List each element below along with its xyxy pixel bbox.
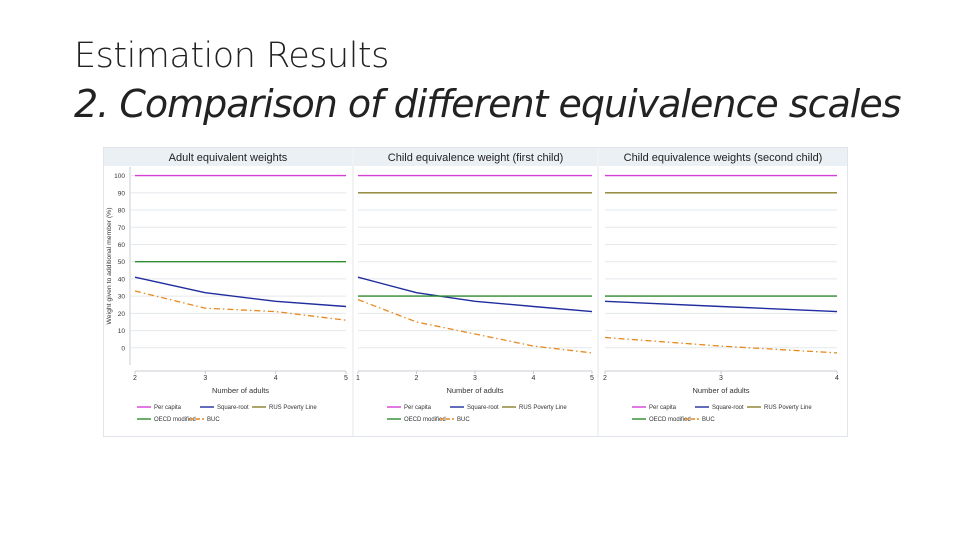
x-tick-label: 2 bbox=[133, 375, 137, 382]
legend-label-per-capita: Per capita bbox=[404, 405, 432, 411]
y-tick-label: 90 bbox=[118, 190, 126, 197]
x-tick-label: 5 bbox=[590, 375, 594, 382]
series-line-square-root bbox=[604, 300, 838, 313]
legend-label-oecd-modified: OECD modified bbox=[154, 417, 196, 423]
series-line-square-root bbox=[357, 276, 593, 313]
x-tick-label: 4 bbox=[532, 375, 536, 382]
x-tick-label: 4 bbox=[835, 375, 839, 382]
panel-title: Adult equivalent weights bbox=[169, 152, 288, 164]
x-tick-label: 2 bbox=[603, 375, 607, 382]
panel-header bbox=[354, 148, 597, 166]
legend-label-buc: BUC bbox=[702, 417, 715, 423]
x-tick-label: 3 bbox=[473, 375, 477, 382]
legend-label-rus-poverty-line: RUS Poverty Line bbox=[269, 405, 317, 411]
legend-label-buc: BUC bbox=[457, 417, 470, 423]
y-tick-label: 20 bbox=[118, 311, 126, 318]
legend: Per capita Square-root RUS Poverty Line OEC… bbox=[387, 405, 567, 423]
y-axis-title: Weight given to additional member (%) bbox=[106, 208, 113, 325]
series-line-buc bbox=[134, 290, 347, 321]
legend-label-rus-poverty-line: RUS Poverty Line bbox=[519, 405, 567, 411]
legend: Per capita Square-root RUS Poverty Line OEC… bbox=[632, 405, 812, 423]
y-tick-label: 50 bbox=[118, 259, 126, 266]
panel-3: Child equivalence weights (second child)… bbox=[597, 148, 847, 436]
x-tick-label: 4 bbox=[274, 375, 278, 382]
y-tick-label: 0 bbox=[121, 345, 125, 352]
legend-label-rus-poverty-line: RUS Poverty Line bbox=[764, 405, 812, 411]
slide-subtitle: 2. Comparison of different equivalence s… bbox=[74, 82, 902, 126]
x-tick-label: 2 bbox=[415, 375, 419, 382]
x-tick-label: 3 bbox=[719, 375, 723, 382]
slide-title: Estimation Results bbox=[74, 36, 389, 76]
series-line-square-root bbox=[134, 276, 347, 308]
legend-label-per-capita: Per capita bbox=[649, 405, 677, 411]
x-axis-title: Number of adults bbox=[692, 386, 749, 395]
panel-title: Child equivalence weights (second child) bbox=[624, 152, 823, 164]
x-tick-label: 5 bbox=[344, 375, 348, 382]
legend-label-square-root: Square-root bbox=[467, 405, 499, 411]
panel-title: Child equivalence weight (first child) bbox=[388, 152, 563, 164]
legend-label-oecd-modified: OECD modified bbox=[649, 417, 691, 423]
y-tick-label: 80 bbox=[118, 208, 126, 215]
panel-header bbox=[104, 148, 352, 166]
legend-label-oecd-modified: OECD modified bbox=[404, 417, 446, 423]
y-tick-label: 60 bbox=[118, 242, 126, 249]
legend-label-square-root: Square-root bbox=[217, 405, 249, 411]
figure-frame bbox=[103, 147, 848, 437]
y-tick-label: 30 bbox=[118, 294, 126, 301]
panel-2: Child equivalence weight (first child) 1 2… bbox=[352, 148, 597, 436]
chart-svg: Adult equivalent weights 0 10 20 30 40 50 60 70 8… bbox=[103, 147, 848, 437]
y-tick-label: 40 bbox=[118, 276, 126, 283]
legend-label-square-root: Square-root bbox=[712, 405, 744, 411]
x-tick-label: 3 bbox=[203, 375, 207, 382]
x-axis-title: Number of adults bbox=[446, 386, 503, 395]
series-line-buc bbox=[604, 336, 838, 354]
y-tick-label: 70 bbox=[118, 225, 126, 232]
y-tick-label: 10 bbox=[118, 328, 126, 335]
panel-header bbox=[599, 148, 847, 166]
equivalence-scales-figure: Adult equivalent weights 0 10 20 30 40 50 60 70 8… bbox=[103, 147, 848, 437]
legend-label-per-capita: Per capita bbox=[154, 405, 182, 411]
panel-1: Adult equivalent weights 0 10 20 30 40 50 60 70 8… bbox=[104, 148, 352, 423]
y-tick-label: 100 bbox=[114, 173, 125, 180]
x-tick-label: 1 bbox=[356, 375, 360, 382]
series-line-buc bbox=[357, 298, 593, 354]
legend: Per capita Square-root RUS Poverty Line OEC… bbox=[137, 405, 317, 423]
x-axis-title: Number of adults bbox=[212, 386, 269, 395]
legend-label-buc: BUC bbox=[207, 417, 220, 423]
